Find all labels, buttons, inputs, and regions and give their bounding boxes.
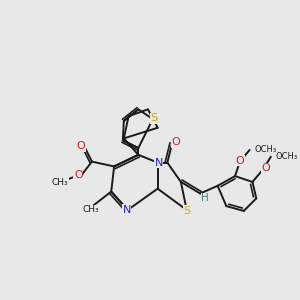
Text: N: N [154,158,163,168]
Text: OCH₃: OCH₃ [276,152,298,161]
Text: CH₃: CH₃ [82,206,99,214]
Text: O: O [74,170,83,180]
Text: CH₃: CH₃ [52,178,68,188]
Text: S: S [150,113,158,123]
Text: H: H [201,194,209,203]
Text: O: O [262,164,270,173]
Text: N: N [122,205,131,215]
Text: O: O [236,156,244,166]
Text: O: O [172,137,180,147]
Text: O: O [77,141,85,151]
Text: OCH₃: OCH₃ [254,146,277,154]
Text: S: S [183,206,190,216]
